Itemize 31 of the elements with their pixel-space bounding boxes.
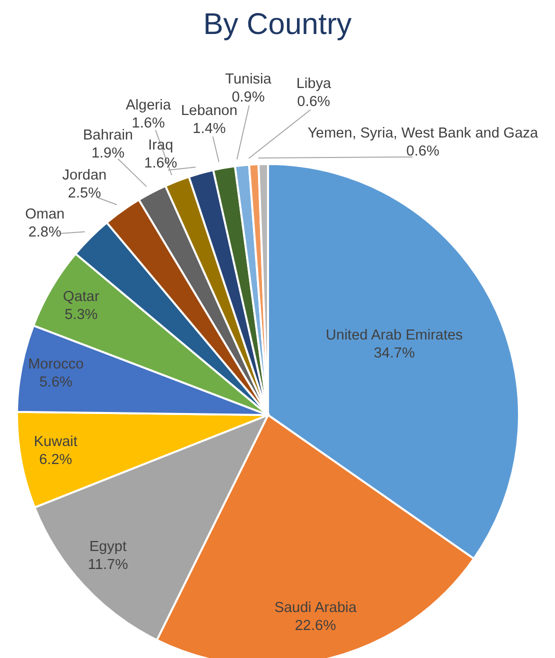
data-label: 22.6% <box>294 618 336 634</box>
data-label: 1.9% <box>91 146 125 162</box>
slice-label: Kuwait <box>34 434 78 450</box>
slice-label: Oman <box>25 206 65 222</box>
slice-label: Bahrain <box>83 128 133 144</box>
chart-title: By Country <box>202 8 353 42</box>
data-label: 5.6% <box>39 374 73 390</box>
slice-label: Algeria <box>126 97 172 114</box>
slice-label: Tunisia <box>225 71 272 88</box>
data-label: 1.4% <box>192 120 226 137</box>
slice-label: Jordan <box>62 167 107 184</box>
data-label: 0.6% <box>297 94 330 110</box>
slice-label: Libya <box>296 76 332 92</box>
data-label: 11.7% <box>88 556 128 573</box>
data-label: 1.6% <box>144 156 178 172</box>
data-label: 0.6% <box>406 144 440 160</box>
data-label: 2.5% <box>68 185 102 202</box>
slice-label: United Arab Emirates <box>326 328 463 344</box>
data-label: 2.8% <box>28 224 62 240</box>
data-label: 6.2% <box>39 452 72 468</box>
slice-label: Iraq <box>148 138 174 154</box>
data-label: 5.3% <box>64 307 98 324</box>
slice-label: Egypt <box>89 538 126 555</box>
data-label: 0.9% <box>232 89 265 106</box>
slice-label: Saudi Arabia <box>274 600 358 616</box>
data-label: 34.7% <box>374 346 415 362</box>
slice-label: Lebanon <box>180 102 238 119</box>
slice-label: Qatar <box>63 289 100 306</box>
data-label: 1.6% <box>132 115 165 132</box>
slice-label: Morocco <box>28 356 84 372</box>
slice-label: Yemen, Syria, West Bank and Gaza <box>308 126 540 142</box>
